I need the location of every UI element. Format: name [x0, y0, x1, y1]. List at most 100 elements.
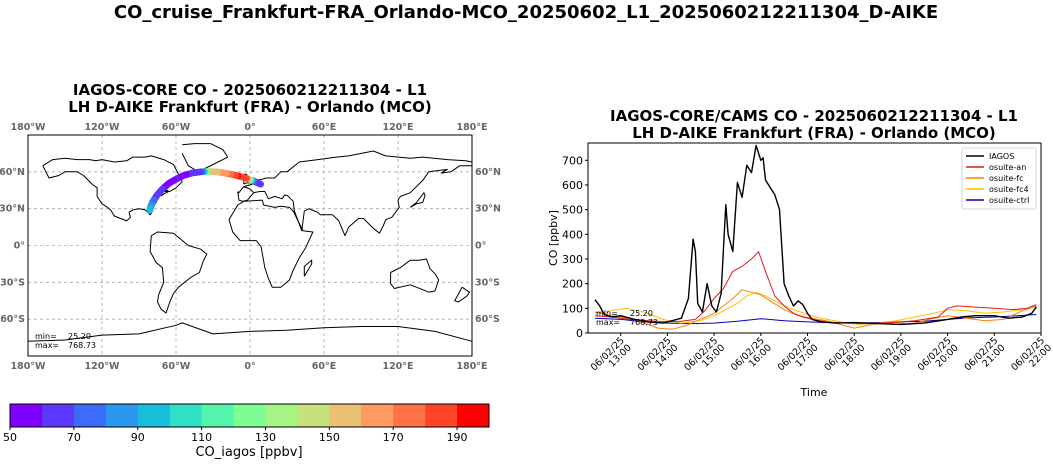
- y-axis-label: CO [ppbv]: [547, 210, 560, 266]
- colorbar-tick-label: 170: [383, 431, 404, 444]
- y-tick-label: 200: [562, 278, 583, 291]
- line-max-value: 768.73: [630, 318, 658, 327]
- colorbar-cell: [41, 404, 75, 427]
- y-tick-label: 500: [562, 204, 583, 217]
- map-frame: [27, 134, 473, 357]
- track-point: [146, 206, 154, 214]
- map-lon-tick-top: 0°: [244, 122, 255, 133]
- coastline-australia: [390, 258, 440, 293]
- y-tick-label: 300: [562, 253, 583, 266]
- map-lat-tick-right: 60°S: [475, 314, 500, 325]
- map-lon-tick-top: 180°E: [456, 122, 487, 133]
- map-lat-tick-left: 30°S: [0, 277, 25, 288]
- map-lon-tick-bottom: 120°W: [84, 361, 120, 372]
- map-lon-tick-top: 120°E: [382, 122, 413, 133]
- colorbar-tick-label: 110: [191, 431, 212, 444]
- legend-entry: osuite-ctrl: [989, 196, 1029, 205]
- coastline-japan: [409, 192, 426, 208]
- colorbar-frame: [9, 403, 490, 428]
- map-min-label: min=: [35, 332, 57, 341]
- colorbar-cell: [297, 404, 330, 427]
- map-lon-tick-top: 60°W: [162, 122, 191, 133]
- map-max-label: max=: [35, 341, 59, 350]
- colorbar-tick-label: 130: [255, 431, 276, 444]
- series-line-osuite-an: [594, 251, 1037, 325]
- map-gridlines: [28, 135, 472, 356]
- map-lon-tick-bottom: 60°E: [312, 361, 336, 372]
- line-plot-area: [594, 144, 1037, 330]
- map-lat-tick-right: 60°N: [475, 167, 501, 178]
- legend-entry: IAGOS: [989, 152, 1014, 161]
- map-title-line1: IAGOS-CORE CO - 2025060212211304 - L1: [73, 81, 427, 99]
- colorbar-cell: [329, 404, 362, 427]
- map-lat-tick-right: 30°N: [475, 204, 501, 215]
- colorbar: 50 70 90 110 130 150 170 190 CO_iagos [ppbv]: [3, 403, 490, 460]
- line-min-label: min=: [596, 309, 618, 318]
- map-title-line2: LH D-AIKE Frankfurt (FRA) - Orlando (MCO…: [68, 98, 432, 116]
- map-lat-tick-left: 0°: [14, 241, 25, 252]
- line-min-value: 25.20: [630, 309, 653, 318]
- map-lat-tick-left: 30°N: [0, 204, 25, 215]
- colorbar-ticks: 50 70 90 110 130 150 170 190: [3, 427, 468, 444]
- coastline-africa: [228, 199, 314, 288]
- coastline-antarctica: [27, 322, 473, 342]
- colorbar-cell: [137, 404, 171, 427]
- map-lon-tick-top: 120°W: [84, 122, 120, 133]
- map-lat-tick-right: 0°: [475, 241, 486, 252]
- legend-entry: osuite-fc: [989, 174, 1024, 183]
- map-lat-tick-right: 30°S: [475, 277, 500, 288]
- colorbar-tick-label: 150: [319, 431, 340, 444]
- page-title: CO_cruise_Frankfurt-FRA_Orlando-MCO_2025…: [114, 2, 938, 23]
- colorbar-cell: [201, 404, 235, 427]
- series-line-IAGOS: [594, 144, 1037, 326]
- map-lon-tick-bottom: 0°: [244, 361, 255, 372]
- colorbar-tick-label: 50: [3, 431, 17, 444]
- coastline-madagascar: [303, 259, 313, 277]
- flight-track: [146, 168, 265, 214]
- colorbar-cell: [457, 404, 490, 427]
- coastline-eurasia: [237, 150, 473, 237]
- map-lon-tick-top: 180°W: [10, 122, 46, 133]
- map-max-value: 768.73: [68, 341, 96, 350]
- colorbar-cell: [425, 404, 458, 427]
- colorbar-cell: [73, 404, 107, 427]
- colorbar-cell: [393, 404, 426, 427]
- map-lon-tick-bottom: 180°W: [10, 361, 46, 372]
- map-min-value: 25.20: [68, 332, 91, 341]
- legend-box: [961, 147, 1037, 210]
- y-axis-ticks: 0 100 200 300 400 500 600 700: [562, 154, 588, 340]
- y-tick-label: 0: [576, 327, 583, 340]
- map-lon-tick-top: 60°E: [312, 122, 336, 133]
- line-title-line2: LH D-AIKE Frankfurt (FRA) - Orlando (MCO…: [632, 124, 996, 142]
- y-tick-label: 400: [562, 228, 583, 241]
- legend-entry: osuite-an: [989, 163, 1026, 172]
- colorbar-cell: [265, 404, 298, 427]
- coastline-south-america: [149, 231, 208, 314]
- colorbar-cell: [361, 404, 394, 427]
- y-tick-label: 600: [562, 179, 583, 192]
- x-axis-label: Time: [800, 386, 828, 399]
- map-lat-tick-left: 60°N: [0, 167, 25, 178]
- line-plot-frame: [587, 142, 1042, 334]
- colorbar-cell: [233, 404, 266, 427]
- series-line-osuite-fc: [594, 289, 1037, 330]
- colorbar-tick-label: 90: [131, 431, 145, 444]
- map-lat-tick-left: 60°S: [0, 314, 25, 325]
- map-lon-tick-bottom: 120°E: [382, 361, 413, 372]
- line-max-label: max=: [596, 318, 620, 327]
- colorbar-cells: [10, 404, 490, 427]
- map-tick-labels: 180°W 180°W 120°W 120°W 60°W 60°W 0° 0° 60°E 60°E…: [0, 122, 501, 372]
- colorbar-cell: [10, 404, 43, 427]
- map-panel: IAGOS-CORE CO - 2025060212211304 - L1 LH…: [0, 81, 501, 372]
- y-tick-label: 700: [562, 154, 583, 167]
- map-lon-tick-bottom: 60°W: [162, 361, 191, 372]
